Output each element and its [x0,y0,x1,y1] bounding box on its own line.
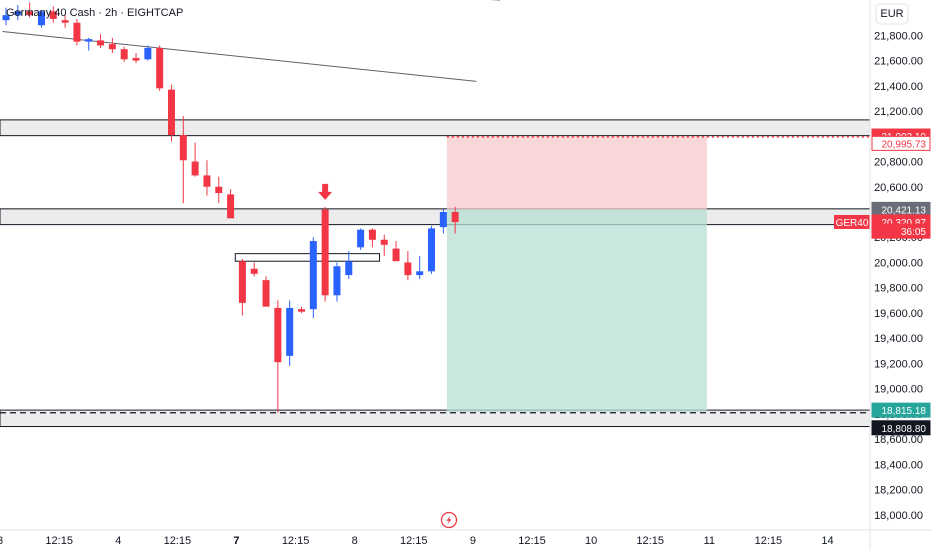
price-badge [871,420,931,436]
x-tick-label: 4 [115,535,121,547]
candle-body[interactable] [428,228,436,272]
candle-body[interactable] [238,261,246,303]
candle-body[interactable] [14,11,22,16]
candle-body[interactable] [274,307,282,363]
x-tick-label: 11 [704,535,715,547]
consolidation-box[interactable] [234,253,381,262]
candle-body[interactable] [49,11,57,19]
position-risk-area[interactable] [446,136,707,210]
candle-body[interactable] [2,15,10,21]
y-tick-label: 21,400.00 [874,81,923,93]
y-tick-label: 19,600.00 [874,308,923,320]
price-badge-text: 20,995.73 [882,139,927,150]
price-badge [871,135,931,151]
position-reward-area[interactable] [446,209,707,413]
candle-body[interactable] [179,135,187,161]
y-tick-label: 18,000.00 [874,510,923,522]
candle-body[interactable] [298,309,305,312]
price-badge-text: 18,815.18 [882,406,927,417]
candle-body[interactable] [144,47,152,60]
x-tick-label: 8 [352,535,358,547]
y-tick-label: 18,200.00 [874,485,923,497]
candle-body[interactable] [108,44,116,50]
candle-body[interactable] [321,209,329,296]
x-tick-label: 3 [0,535,3,547]
symbol-tag-text: GER40 [836,218,869,229]
candle-body[interactable] [380,239,388,245]
x-tick-label: 12:15 [45,535,73,547]
y-tick-label: 18,400.00 [874,459,923,471]
candle-body[interactable] [120,49,128,60]
chart-title: Germany 40 Cash · 2h · EIGHTCAP [6,7,183,19]
candle-body[interactable] [37,11,45,26]
x-tick-label: 12:15 [636,535,664,547]
candle-body[interactable] [333,266,341,296]
x-tick-label: 12:15 [282,535,310,547]
x-tick-label: 12:15 [164,535,192,547]
candle-body[interactable] [451,212,459,223]
candle-body[interactable] [132,58,140,61]
support-resistance-zone[interactable] [0,208,871,226]
lightning-icon[interactable] [440,511,458,529]
y-tick-label: 20,800.00 [874,157,923,169]
price-badge [871,223,931,239]
price-axis[interactable]: 18,000.0018,200.0018,400.0018,600.0018,8… [869,0,931,550]
price-badge-text: 36:05 [901,227,926,238]
candle-body[interactable] [26,11,34,16]
y-tick-label: 19,200.00 [874,358,923,370]
y-tick-label: 21,200.00 [874,106,923,118]
y-tick-label: 20,000.00 [874,257,923,269]
candle-body[interactable] [392,248,400,262]
x-tick-label: 14 [821,535,833,547]
y-tick-label: 20,600.00 [874,182,923,194]
price-badge-text: 20,320.87 [882,218,927,229]
price-badge-text: 20,421.13 [882,205,927,216]
y-tick-label: 19,000.00 [874,384,923,396]
currency-box[interactable] [875,3,909,25]
x-tick-label: 12:15 [755,535,783,547]
candle-body[interactable] [61,20,69,23]
candle-body[interactable] [416,271,424,276]
candle-body[interactable] [286,307,294,356]
candle-body[interactable] [368,229,376,240]
trendline[interactable] [2,31,477,82]
candle-body[interactable] [404,262,412,276]
currency-label[interactable]: EUR [880,8,903,20]
x-tick-label: 10 [585,535,597,547]
candle-body[interactable] [309,241,317,310]
candle-body[interactable] [191,161,199,176]
y-tick-label: 19,400.00 [874,333,923,345]
y-tick-label: 18,600.00 [874,434,923,446]
support-resistance-zone[interactable] [0,119,871,137]
candle-body[interactable] [262,280,270,307]
candle-body[interactable] [250,268,258,274]
candle-body[interactable] [156,47,164,89]
y-tick-label: 21,800.00 [874,30,923,42]
x-tick-label: 9 [470,535,476,547]
sell-arrow-icon[interactable] [318,183,333,200]
x-tick-label: 12:15 [400,535,428,547]
candle-body[interactable] [439,212,447,228]
y-tick-label: 21,600.00 [874,56,923,68]
time-axis[interactable]: 3 12:15 4 12:15 7 12:15 8 12:15 9 12:15 10 12:15 11 1… [0,529,932,547]
plot-area[interactable]: GER40 [0,0,871,530]
candle-body[interactable] [357,229,365,248]
chart-overlay: Germany 40 Cash · 2h · EIGHTCAP EUR [6,7,904,529]
candle-body[interactable] [215,186,223,194]
candle-body[interactable] [345,261,353,276]
y-tick-label: 19,800.00 [874,283,923,295]
candle-body[interactable] [167,89,175,136]
x-tick-label: 7 [233,535,239,547]
candle-body[interactable] [85,39,93,42]
symbol-tag[interactable] [834,214,870,229]
candle-body[interactable] [203,175,211,187]
price-badge [871,402,931,418]
x-tick-label: 12:15 [518,535,546,547]
candle-body[interactable] [97,40,105,46]
candle-body[interactable] [73,22,81,42]
candle-body[interactable] [227,194,235,219]
price-badge-text: 18,808.80 [882,424,927,435]
